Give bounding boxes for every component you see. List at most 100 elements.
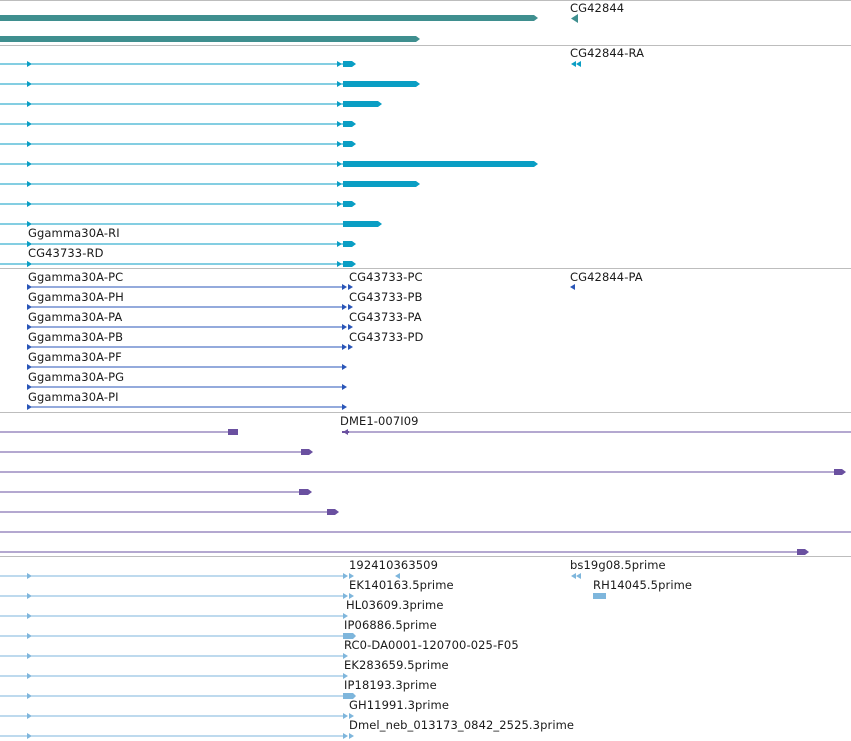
est-label-rh14045[interactable]: RH14045.5prime [593,578,693,592]
transcript-label-ggamma30a-ph[interactable]: Ggamma30A-PH [28,290,124,304]
strand-arrow-right [27,404,32,410]
transcript-label-cg42844-pa[interactable]: CG42844-PA [570,270,643,284]
strand-arrow-right [27,201,32,207]
exon-block [343,693,353,699]
strand-arrow-right [27,141,32,147]
exon-end-right [309,449,313,455]
mrna-label-ggamma30a-ri[interactable]: Ggamma30A-RI [28,226,120,240]
exon-block [228,429,238,435]
strand-arrow-right [343,593,348,599]
strand-arrow-right [337,141,342,147]
strand-arrow-right [27,593,32,599]
strand-arrow-right [342,304,347,310]
transcript-label-cg43733-pa[interactable]: CG43733-PA [349,310,422,324]
exon-block [343,261,352,267]
strand-arrow-right [27,384,32,390]
strand-arrow-left [570,284,575,290]
strand-arrow-right [342,344,347,350]
strand-arrow-right [27,344,32,350]
exon-end-right [378,221,382,227]
strand-arrow-right [342,384,347,390]
strand-arrow-right [343,653,348,659]
strand-arrow-right [343,613,348,619]
strand-arrow-right [27,673,32,679]
strand-arrow-right [337,121,342,127]
strand-arrow-right [27,364,32,370]
transcript-label-cg43733-pc[interactable]: CG43733-PC [349,270,423,284]
est-label-ip06886[interactable]: IP06886.5prime [344,618,437,632]
strand-arrow-right [343,733,348,739]
gene-label-cg42844[interactable]: CG42844 [570,1,625,15]
transcript-label-cg43733-pd[interactable]: CG43733-PD [349,330,424,344]
strand-arrow-right [27,733,32,739]
transcript-label-ggamma30a-pi[interactable]: Ggamma30A-PI [28,390,119,404]
strand-arrow-right [337,101,342,107]
strand-arrow-right [27,161,32,167]
exon-end-right [352,241,356,247]
strand-arrow-right [27,61,32,67]
exon-block [343,161,534,167]
exon-block [0,15,534,21]
transcript-label-ggamma30a-pc[interactable]: Ggamma30A-PC [28,270,124,284]
est-label-rc0-da0001[interactable]: RC0-DA0001-120700-025-F05 [344,638,519,652]
transcript-label-cg43733-pb[interactable]: CG43733-PB [349,290,423,304]
est-label-bs19g08[interactable]: bs19g08.5prime [570,558,666,572]
est-label-ek140163[interactable]: EK140163.5prime [349,578,454,592]
track-separator [0,556,851,557]
strand-arrow-right [342,404,347,410]
exon-end-right [352,201,356,207]
transcript-label-ggamma30a-pa[interactable]: Ggamma30A-PA [28,310,123,324]
strand-arrow-right [27,121,32,127]
strand-arrow-right [348,304,353,310]
strand-arrow-right [348,284,353,290]
exon-block [0,36,416,42]
strand-arrow-right [27,304,32,310]
transcript-label-ggamma30a-pg[interactable]: Ggamma30A-PG [28,370,125,384]
exon-block [834,469,842,475]
exon-block [327,509,335,515]
strand-arrow-right [27,653,32,659]
exon-end-right [353,633,356,639]
strand-arrow-right [337,261,342,267]
est-label-hl03609[interactable]: HL03609.3prime [346,598,444,612]
strand-arrow-left [395,573,400,579]
est-label-gh11991[interactable]: GH11991.3prime [349,698,450,712]
strand-arrow-right [27,181,32,187]
exon-block [342,431,349,433]
strand-arrow-right [27,221,32,227]
strand-arrow-right [348,324,353,330]
mrna-label-cg42844-ra[interactable]: CG42844-RA [570,46,645,60]
strand-arrow-right [27,633,32,639]
strand-arrow-right [27,81,32,87]
track-separator [0,268,851,269]
transcript-label-ggamma30a-pb[interactable]: Ggamma30A-PB [28,330,124,344]
exon-block [593,593,606,599]
est-label-ek283659[interactable]: EK283659.5prime [344,658,449,672]
exon-block [797,549,805,555]
sequence-label-dme1-007i09[interactable]: DME1-007I09 [340,414,419,428]
strand-arrow-right [27,573,32,579]
est-label-ip18193[interactable]: IP18193.3prime [344,678,437,692]
mrna-label-cg43733-rd[interactable]: CG43733-RD [28,246,104,260]
strand-arrow-right [27,693,32,699]
est-label-dmel-neb[interactable]: Dmel_neb_013173_0842_2525.3prime [349,718,575,732]
strand-arrow-right [337,61,342,67]
exon-block [343,61,352,67]
exon-end-right [805,549,809,555]
exon-end-right [378,101,382,107]
exon-end-right [534,15,538,21]
exon-block [343,241,352,247]
transcript-label-ggamma30a-pf[interactable]: Ggamma30A-PF [28,350,122,364]
strand-arrow-left [571,573,576,579]
exon-block [343,221,378,227]
strand-arrow-right [342,324,347,330]
strand-arrow-right [343,573,348,579]
strand-arrow-right [342,284,347,290]
est-label-192410363509[interactable]: 192410363509 [349,558,438,572]
strand-arrow-right [342,364,347,370]
strand-arrow-right [349,573,354,579]
exon-block [343,121,352,127]
exon-block [343,633,353,639]
